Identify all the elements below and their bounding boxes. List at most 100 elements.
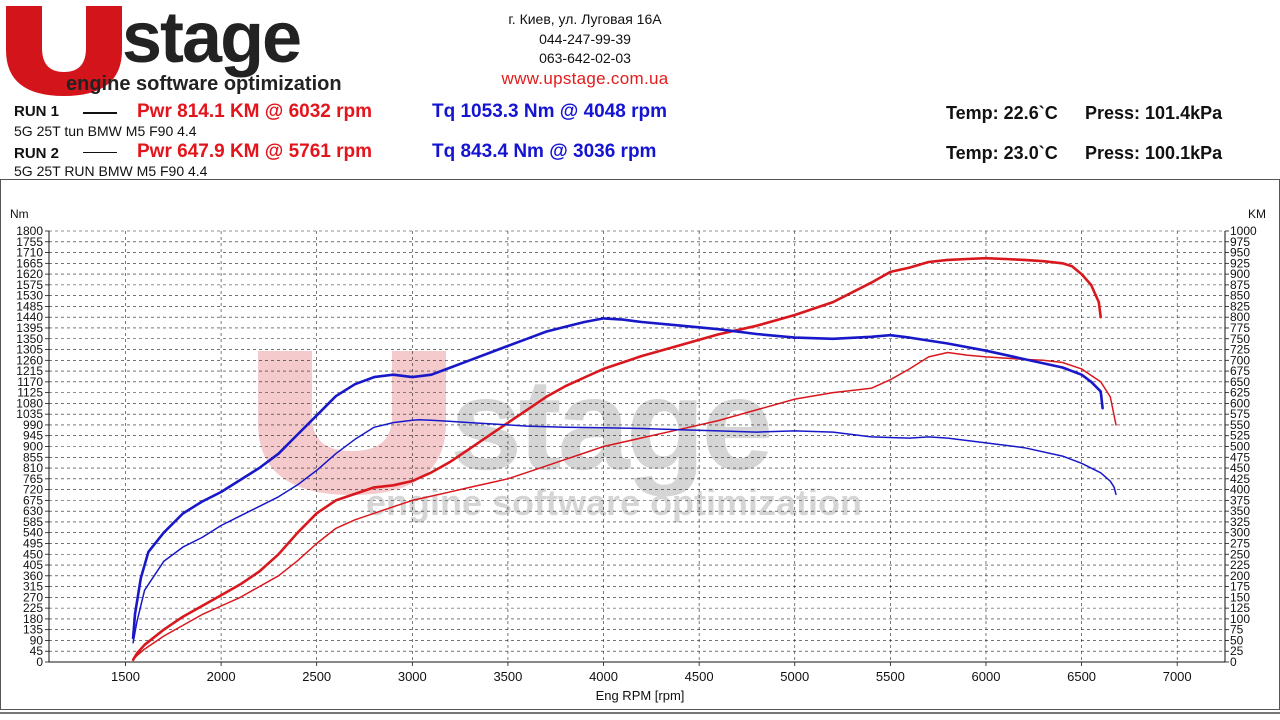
run1-line-style	[83, 112, 117, 114]
watermark-u-mark	[258, 351, 446, 495]
y-left-tick-label: 1755	[16, 235, 43, 249]
y-right-tick-label: 1000	[1230, 224, 1257, 238]
logo-u-mark	[6, 6, 122, 96]
y-right-tick-label: 100	[1230, 612, 1250, 626]
y-right-tick-label: 425	[1230, 472, 1250, 486]
y-right-tick-label: 950	[1230, 246, 1250, 260]
website-link[interactable]: www.upstage.com.ua	[501, 68, 669, 88]
y-right-tick-label: 600	[1230, 396, 1250, 410]
phone-2: 063-642-02-03	[539, 50, 631, 66]
dyno-chart: stage engine software optimization 04590…	[0, 179, 1280, 710]
bottom-rule	[0, 712, 1280, 714]
y-right-tick-label: 150	[1230, 590, 1250, 604]
y-right-tick-label: 550	[1230, 418, 1250, 432]
y-left-tick-label: 900	[23, 440, 43, 454]
y-right-tick-label: 900	[1230, 267, 1250, 281]
run2-description: 5G 25T RUN BMW M5 F90 4.4	[14, 163, 208, 179]
y-left-tick-label: 720	[23, 483, 43, 497]
y-left-tick-label: 135	[23, 623, 43, 637]
torque-curve-run2	[132, 418, 1117, 644]
y-right-tick-label: 250	[1230, 547, 1250, 561]
y-left-tick-label: 1035	[16, 407, 43, 421]
y-axis-left-title: Nm	[10, 207, 29, 221]
y-right-tick-label: 375	[1230, 493, 1250, 507]
y-left-tick-label: 1485	[16, 299, 43, 313]
y-right-tick-label: 575	[1230, 407, 1250, 421]
y-right-tick-label: 450	[1230, 461, 1250, 475]
power-curve-run1	[131, 256, 1102, 662]
x-axis-title: Eng RPM [rpm]	[596, 688, 685, 703]
y-right-tick-label: 475	[1230, 450, 1250, 464]
y-left-tick-label: 630	[23, 504, 43, 518]
run1-power-summary: Pwr 814.1 KM @ 6032 rpm	[137, 101, 373, 122]
y-right-tick-label: 400	[1230, 483, 1250, 497]
y-left-tick-label: 45	[30, 644, 44, 658]
y-right-tick-label: 325	[1230, 515, 1250, 529]
y-left-tick-label: 90	[30, 633, 44, 647]
x-tick-label: 6000	[972, 669, 1001, 684]
y-right-tick-label: 0	[1230, 655, 1237, 669]
x-tick-label: 7000	[1163, 669, 1192, 684]
y-right-tick-label: 200	[1230, 569, 1250, 583]
watermark-text-sub: engine software optimization	[366, 482, 862, 523]
y-right-tick-label: 725	[1230, 343, 1250, 357]
y-left-tick-label: 675	[23, 493, 43, 507]
y-right-tick-label: 625	[1230, 386, 1250, 400]
y-right-tick-label: 225	[1230, 558, 1250, 572]
y-right-tick-label: 650	[1230, 375, 1250, 389]
y-right-tick-label: 775	[1230, 321, 1250, 335]
y-right-tick-label: 75	[1230, 623, 1244, 637]
y-left-tick-label: 990	[23, 418, 43, 432]
y-left-tick-label: 1665	[16, 256, 43, 270]
chart-frame	[0, 179, 1280, 710]
y-right-tick-label: 25	[1230, 644, 1244, 658]
run2-power-summary: Pwr 647.9 KM @ 5761 rpm	[137, 141, 373, 162]
y-right-tick-label: 125	[1230, 601, 1250, 615]
y-right-tick-label: 975	[1230, 235, 1250, 249]
logo-arrow	[46, 10, 82, 62]
y-right-tick-label: 350	[1230, 504, 1250, 518]
contact-block: г. Киев, ул. Луговая 16А 044-247-99-39 0…	[440, 10, 730, 88]
y-axis-right-title: KM	[1248, 207, 1266, 221]
run1-torque-summary: Tq 1053.3 Nm @ 4048 rpm	[432, 101, 668, 122]
x-tick-label: 6500	[1067, 669, 1096, 684]
y-left-tick-label: 1575	[16, 278, 43, 292]
y-left-tick-label: 315	[23, 580, 43, 594]
x-tick-label: 4000	[589, 669, 618, 684]
y-left-tick-label: 540	[23, 526, 43, 540]
y-left-tick-label: 585	[23, 515, 43, 529]
y-right-tick-label: 50	[1230, 633, 1244, 647]
y-left-tick-label: 1800	[16, 224, 43, 238]
run2-torque-summary: Tq 843.4 Nm @ 3036 rpm	[432, 141, 657, 162]
y-right-tick-label: 275	[1230, 536, 1250, 550]
y-right-tick-label: 825	[1230, 299, 1250, 313]
y-right-tick-label: 525	[1230, 429, 1250, 443]
y-left-tick-label: 1305	[16, 343, 43, 357]
x-tick-label: 4500	[685, 669, 714, 684]
y-left-tick-label: 765	[23, 472, 43, 486]
y-left-tick-label: 1710	[16, 246, 43, 260]
y-right-tick-label: 300	[1230, 526, 1250, 540]
run2-pressure: Press: 100.1kPa	[1085, 143, 1223, 163]
y-left-tick-label: 1620	[16, 267, 43, 281]
logo-text-sub: engine software optimization	[66, 73, 342, 95]
run1-label: RUN 1	[14, 103, 60, 120]
x-tick-label: 3000	[398, 669, 427, 684]
y-left-tick-label: 810	[23, 461, 43, 475]
y-right-tick-label: 175	[1230, 580, 1250, 594]
phone-1: 044-247-99-39	[539, 30, 631, 47]
torque-curve-run1	[131, 317, 1104, 640]
run2-temperature: Temp: 23.0`C	[946, 143, 1058, 163]
run1-temperature: Temp: 22.6`C	[946, 103, 1058, 123]
y-left-tick-label: 1080	[16, 396, 43, 410]
x-tick-label: 2500	[302, 669, 331, 684]
y-left-tick-label: 1125	[17, 386, 43, 400]
y-left-tick-label: 1440	[16, 310, 43, 324]
run2-line-style	[83, 152, 117, 153]
y-right-tick-label: 850	[1230, 289, 1250, 303]
x-tick-label: 2000	[207, 669, 236, 684]
x-tick-label: 1500	[111, 669, 140, 684]
y-left-tick-label: 270	[23, 590, 43, 604]
y-right-tick-label: 750	[1230, 332, 1250, 346]
y-left-tick-label: 405	[23, 558, 43, 572]
